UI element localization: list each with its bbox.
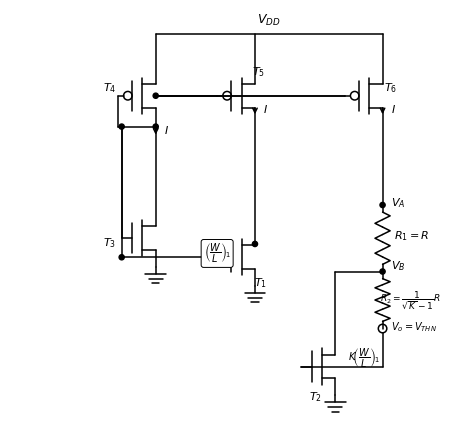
Text: $R_2=\dfrac{1}{\sqrt{K}-1}R$: $R_2=\dfrac{1}{\sqrt{K}-1}R$ — [380, 289, 441, 311]
Text: $T_3$: $T_3$ — [103, 236, 116, 250]
Text: $R_1=R$: $R_1=R$ — [394, 229, 430, 243]
Text: $T_1$: $T_1$ — [254, 277, 267, 290]
Text: $T_4$: $T_4$ — [103, 82, 116, 96]
Text: $I$: $I$ — [164, 124, 169, 136]
Text: $K\!\left(\dfrac{W}{L}\right)_{\!1}$: $K\!\left(\dfrac{W}{L}\right)_{\!1}$ — [348, 347, 380, 369]
Circle shape — [252, 242, 257, 247]
Text: $V_{DD}$: $V_{DD}$ — [257, 13, 281, 28]
Text: $V_o=V_{THN}$: $V_o=V_{THN}$ — [391, 320, 437, 333]
Circle shape — [380, 269, 385, 274]
Text: $V_B$: $V_B$ — [391, 259, 406, 273]
Text: $I$: $I$ — [264, 103, 268, 115]
Circle shape — [119, 255, 124, 260]
Text: $\left(\dfrac{W}{L}\right)_{\!1}$: $\left(\dfrac{W}{L}\right)_{\!1}$ — [204, 242, 231, 265]
Circle shape — [119, 124, 124, 129]
Circle shape — [153, 93, 158, 98]
Text: $I$: $I$ — [391, 103, 396, 115]
Text: $T_6$: $T_6$ — [384, 82, 397, 96]
Circle shape — [153, 124, 158, 129]
Text: $V_A$: $V_A$ — [391, 196, 405, 209]
Circle shape — [380, 202, 385, 208]
Text: $T_5$: $T_5$ — [252, 65, 265, 79]
Text: $T_2$: $T_2$ — [309, 390, 321, 404]
